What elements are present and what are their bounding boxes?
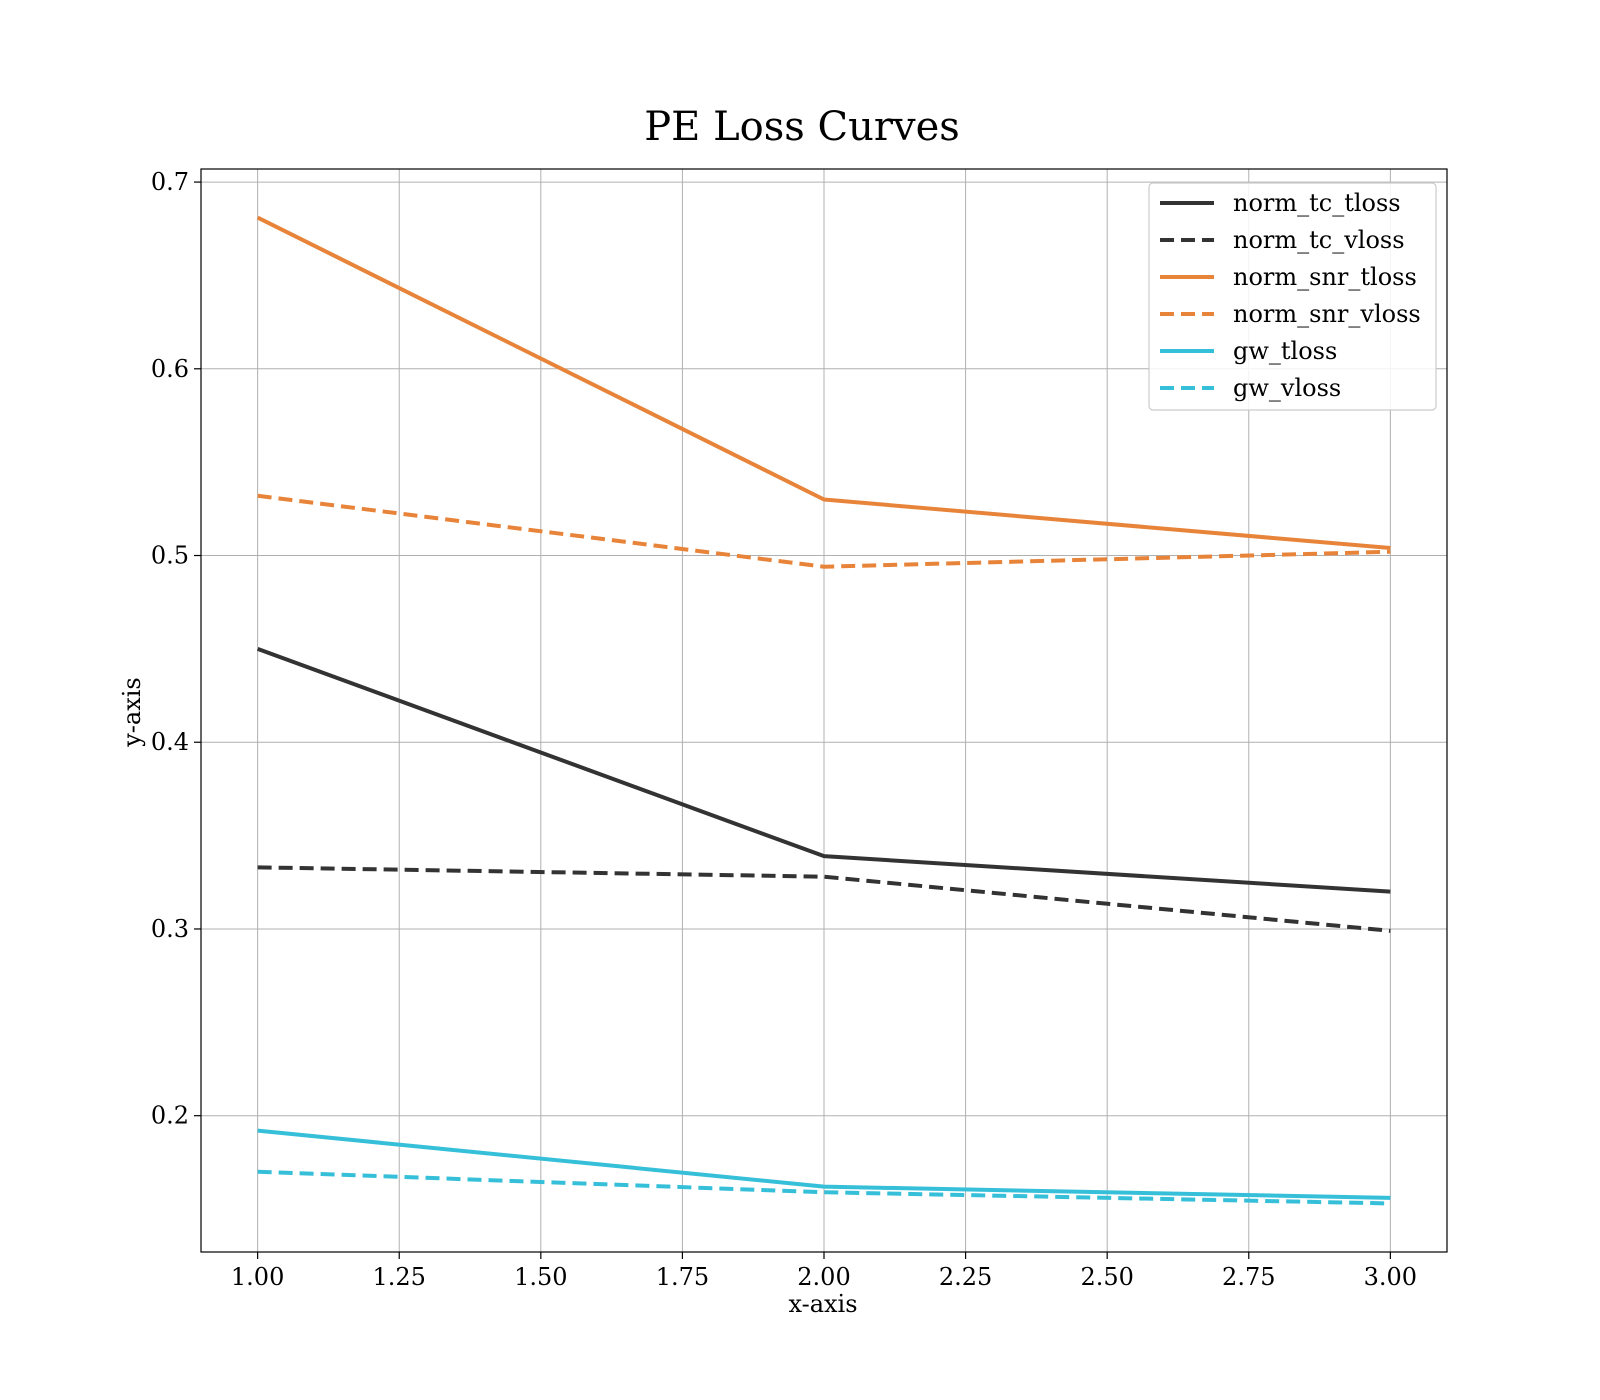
legend-item: gw_tloss: [1160, 337, 1337, 365]
y-axis-label: y-axis: [118, 677, 146, 748]
y-axis-ticks: 0.2 0.3 0.4 0.5 0.6 0.7: [151, 168, 201, 1130]
legend-item: norm_snr_tloss: [1160, 263, 1417, 291]
x-tick-label: 2.00: [797, 1263, 850, 1291]
x-tick-label: 2.75: [1222, 1263, 1275, 1291]
legend: norm_tc_tloss norm_tc_vloss norm_snr_tloss…: [1148, 182, 1437, 411]
y-tick-label: 0.7: [151, 168, 189, 196]
legend-label: norm_tc_tloss: [1233, 189, 1401, 217]
legend-label: norm_snr_tloss: [1233, 263, 1417, 291]
legend-box: [1148, 182, 1437, 411]
legend-label: gw_tloss: [1233, 337, 1337, 365]
legend-label: gw_vloss: [1233, 374, 1341, 402]
series-line-norm_tc_tloss: [256, 647, 1391, 894]
legend-item: norm_tc_vloss: [1160, 226, 1405, 254]
legend-item: gw_vloss: [1160, 374, 1341, 402]
y-tick-label: 0.3: [151, 915, 189, 943]
chart-title: PE Loss Curves: [644, 104, 960, 150]
series-lines: [256, 215, 1391, 1206]
x-axis-ticks: 1.00 1.25 1.50 1.75 2.00 2.25 2.50 2.75 3.00: [231, 1252, 1417, 1291]
series-line-norm_tc_vloss: [257, 865, 1391, 933]
x-axis-label: x-axis: [788, 1290, 857, 1318]
series-line-norm_snr_vloss: [257, 493, 1391, 569]
x-tick-label: 1.25: [373, 1263, 426, 1291]
legend-label: norm_tc_vloss: [1233, 226, 1405, 254]
x-tick-label: 3.00: [1364, 1263, 1417, 1291]
x-tick-label: 2.50: [1080, 1263, 1133, 1291]
legend-items: norm_tc_tloss norm_tc_vloss norm_snr_tloss…: [1160, 189, 1421, 402]
x-tick-label: 2.25: [939, 1263, 992, 1291]
series-line-norm_snr_tloss: [256, 215, 1391, 551]
y-tick-label: 0.6: [151, 355, 189, 383]
legend-label: norm_snr_vloss: [1233, 300, 1421, 328]
x-tick-label: 1.75: [656, 1263, 709, 1291]
legend-item: norm_tc_tloss: [1160, 189, 1401, 217]
x-tick-label: 1.50: [514, 1263, 567, 1291]
x-tick-label: 1.00: [231, 1263, 284, 1291]
legend-item: norm_snr_vloss: [1160, 300, 1421, 328]
y-tick-label: 0.4: [151, 728, 189, 756]
y-tick-label: 0.5: [151, 542, 189, 570]
y-tick-label: 0.2: [151, 1102, 189, 1130]
series-line-gw_tloss: [257, 1128, 1391, 1200]
